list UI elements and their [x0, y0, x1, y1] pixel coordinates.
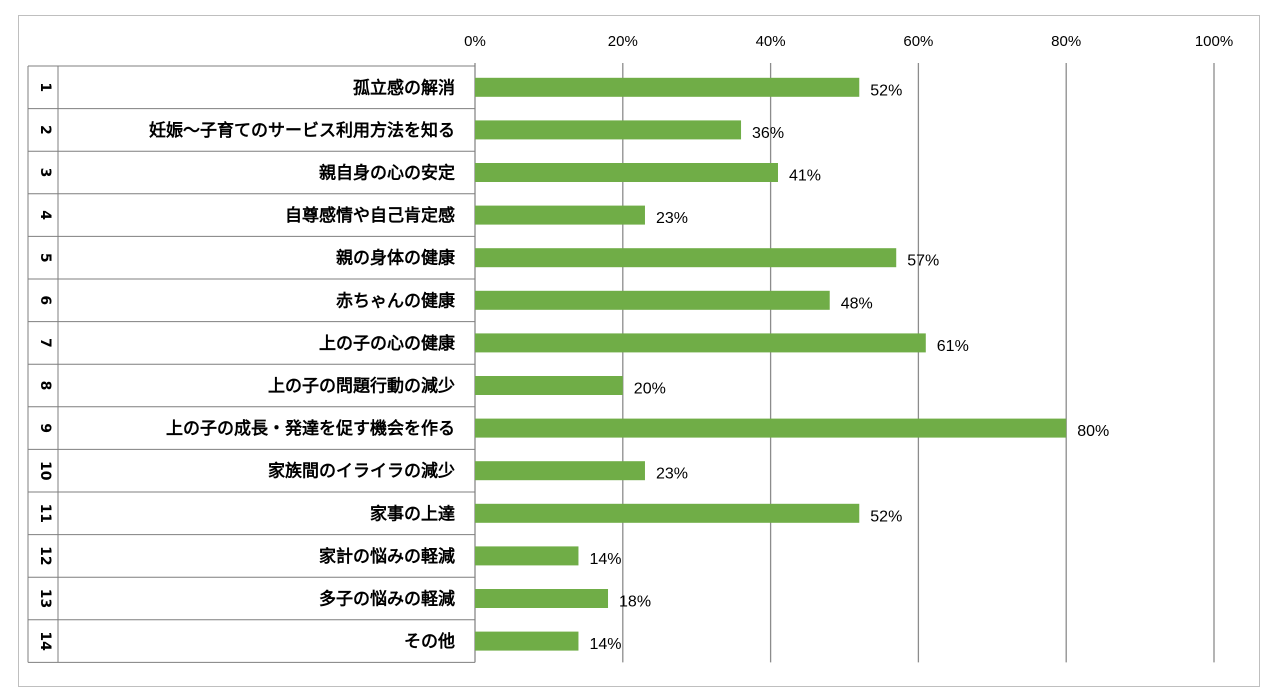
value-label: 52% [870, 508, 902, 525]
category-label: 親自身の心の安定 [319, 163, 455, 184]
category-label: 上の子の心の健康 [319, 333, 456, 354]
x-tick-label: 100% [1195, 33, 1233, 50]
row-number: 2 [37, 125, 53, 135]
category-label: 自尊感情や自己肯定感 [285, 205, 455, 226]
bar [475, 120, 742, 140]
bar [475, 376, 623, 395]
row-number: 12 [37, 546, 53, 565]
x-tick-label: 60% [903, 33, 933, 50]
x-axis-ticks: 0% 20% 40% 60% 80% 100% [464, 33, 1233, 50]
value-label: 23% [656, 466, 688, 483]
bar [475, 290, 830, 310]
category-label: 上の子の問題行動の減少 [268, 376, 455, 397]
bar [475, 248, 897, 268]
bar [475, 418, 1067, 438]
value-labels: 52% 36% 41% 23% 57% 48% 61% 20% 80% 23% 52% 14% 18% 1… [589, 82, 1109, 653]
bar [475, 333, 926, 353]
row-number: 14 [37, 631, 53, 651]
row-number: 5 [37, 253, 53, 263]
category-label: 妊娠～子育てのサービス利用方法を知る [149, 120, 455, 141]
value-label: 52% [870, 82, 902, 99]
row-number: 6 [37, 295, 53, 305]
category-label: 家計の悩みの軽減 [319, 546, 455, 567]
category-rows: 1 孤立感の解消 2 妊娠～子育てのサービス利用方法を知る 3 親自身の心の安定 4 自尊感情… [27, 65, 475, 663]
category-label: 赤ちゃんの健康 [336, 290, 456, 311]
bar [475, 205, 645, 225]
value-label: 20% [634, 381, 666, 398]
row-number: 13 [37, 589, 53, 608]
row-number: 10 [37, 461, 53, 481]
row-number: 7 [37, 338, 53, 348]
value-label: 14% [589, 636, 621, 653]
row-number: 1 [37, 82, 53, 92]
value-label: 80% [1077, 423, 1109, 440]
value-label: 41% [789, 168, 821, 185]
category-label: その他 [404, 631, 455, 652]
value-label: 48% [841, 295, 873, 312]
bar [475, 461, 645, 481]
category-label: 上の子の成長・発達を促す機会を作る [166, 418, 455, 439]
row-number: 8 [37, 381, 53, 391]
x-tick-label: 80% [1051, 33, 1081, 50]
bar [475, 589, 609, 608]
bar [475, 77, 860, 97]
row-number: 3 [37, 168, 53, 178]
x-tick-label: 0% [464, 33, 486, 50]
value-label: 61% [937, 338, 969, 355]
value-label: 23% [656, 210, 688, 227]
bar [475, 546, 579, 566]
row-number: 11 [37, 504, 53, 523]
category-label: 親の身体の健康 [336, 248, 456, 269]
x-tick-label: 20% [608, 33, 638, 50]
category-label: 多子の悩みの軽減 [319, 589, 455, 610]
value-label: 57% [907, 253, 939, 270]
bar [475, 631, 579, 651]
category-label: 孤立感の解消 [353, 77, 455, 98]
row-number: 9 [37, 423, 53, 433]
category-label: 家事の上達 [370, 503, 455, 524]
x-tick-label: 40% [756, 33, 786, 50]
value-label: 18% [619, 594, 651, 611]
bars [475, 77, 1067, 651]
gridlines [474, 63, 1215, 663]
bar [475, 503, 860, 523]
value-label: 14% [589, 551, 621, 568]
value-label: 36% [752, 125, 784, 142]
bar [475, 163, 778, 182]
row-number: 4 [37, 210, 53, 220]
category-label: 家族間のイライラの減少 [268, 461, 455, 482]
